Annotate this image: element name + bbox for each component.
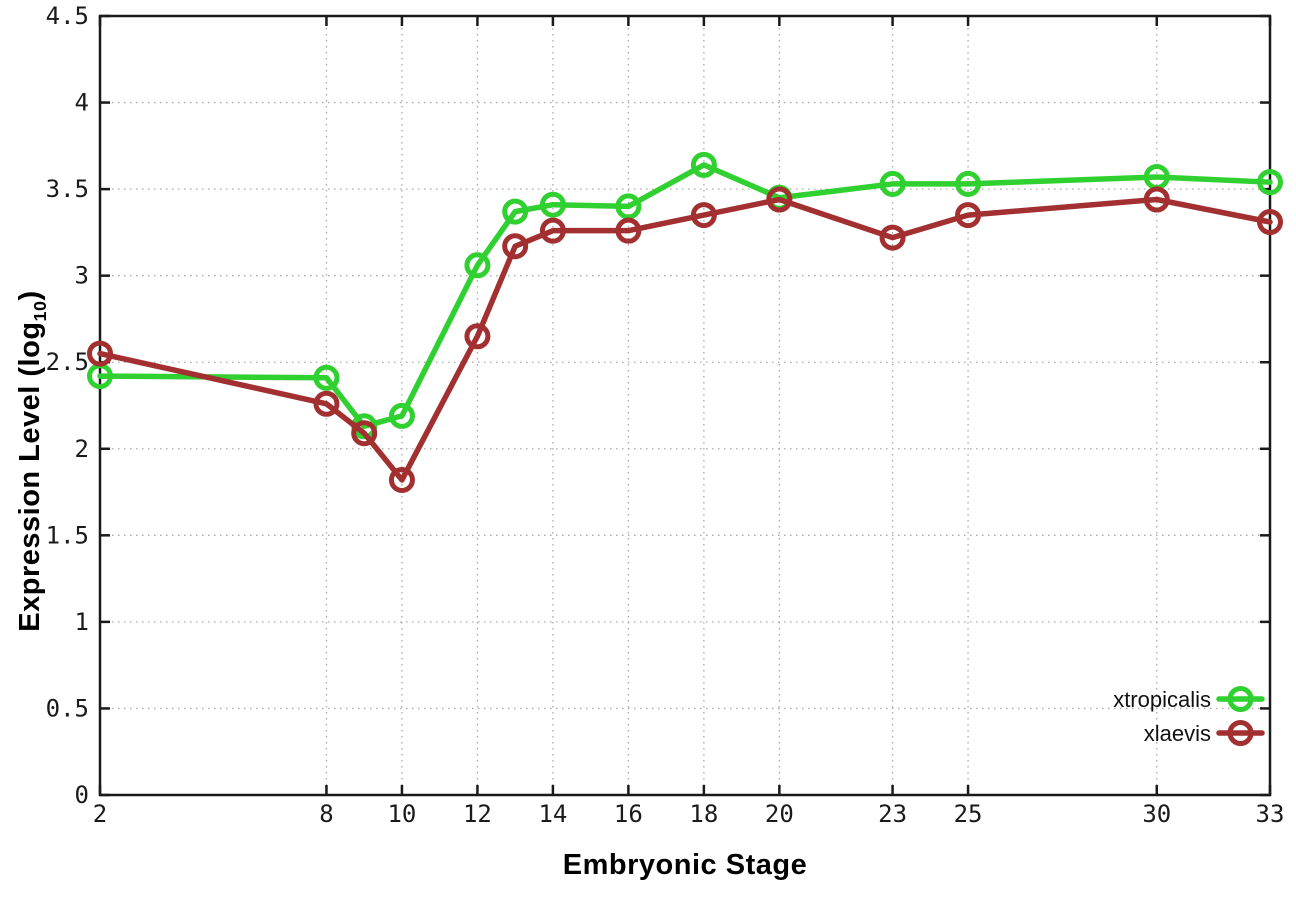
data-point-marker-xlaevis — [351, 420, 378, 447]
legend-marker-xlaevis — [1227, 720, 1254, 746]
plot-border — [98, 14, 1272, 797]
data-point-marker-xtropicalis — [955, 170, 982, 197]
data-point-marker-xlaevis — [766, 186, 793, 213]
data-point-marker-xlaevis — [1257, 209, 1283, 236]
x-tick-label: 10 — [387, 800, 416, 828]
y-tick-label: 3.5 — [46, 175, 89, 203]
data-point-marker-xlaevis — [464, 323, 491, 350]
data-point-marker-xtropicalis — [502, 198, 529, 225]
x-tick-label: 30 — [1142, 800, 1171, 828]
y-axis-title-text: Expression Level (log — [14, 321, 46, 632]
data-point-marker-xlaevis — [87, 340, 113, 367]
data-point-marker-xlaevis — [1143, 186, 1170, 213]
data-point-marker-xlaevis — [615, 217, 642, 244]
x-tick-label: 14 — [538, 800, 567, 828]
data-point-marker-xlaevis — [690, 202, 717, 229]
x-tick-label: 25 — [954, 800, 983, 828]
data-point-marker-xtropicalis — [313, 364, 340, 391]
data-point-marker-xlaevis — [879, 224, 906, 251]
data-point-marker-xlaevis — [539, 217, 566, 244]
data-point-marker-xlaevis — [502, 233, 529, 260]
y-tick-label: 3 — [75, 262, 89, 290]
data-point-marker-xlaevis — [388, 466, 415, 493]
data-point-marker-xtropicalis — [539, 191, 566, 218]
data-point-marker-xtropicalis — [879, 170, 906, 197]
data-point-marker-xlaevis — [313, 390, 340, 417]
y-axis-title-suffix: ) — [14, 290, 46, 301]
series-line-xlaevis — [97, 196, 1273, 483]
x-tick-label: 20 — [765, 800, 794, 828]
y-tick-label: 1 — [75, 608, 89, 636]
y-tick-label: 2 — [75, 435, 89, 463]
x-tick-label: 2 — [93, 800, 107, 828]
legend-label-xlaevis: xlaevis — [1144, 721, 1211, 746]
data-point-marker-xtropicalis — [690, 151, 717, 178]
legend-marker-xtropicalis — [1227, 686, 1254, 712]
data-point-marker-xtropicalis — [388, 402, 415, 429]
y-axis-title-subscript: 10 — [29, 300, 50, 322]
x-axis-title: Embryonic Stage — [562, 849, 808, 881]
y-tick-label: 1.5 — [46, 521, 89, 549]
y-tick-label: 0 — [75, 781, 89, 809]
x-tick-label: 16 — [614, 800, 643, 828]
y-tick-label: 2.5 — [46, 348, 89, 376]
x-tick-label: 8 — [319, 800, 333, 828]
y-tick-label: 0.5 — [46, 694, 89, 722]
y-axis-title: Expression Level (log10) — [9, 161, 51, 761]
data-point-marker-xlaevis — [955, 202, 982, 229]
x-tick-label: 33 — [1256, 800, 1285, 828]
x-tick-label: 23 — [878, 800, 907, 828]
y-tick-label: 4.5 — [46, 2, 89, 30]
x-tick-label: 18 — [689, 800, 718, 828]
x-tick-label: 12 — [463, 800, 492, 828]
legend-label-xtropicalis: xtropicalis — [1113, 687, 1211, 712]
data-point-marker-xtropicalis — [1257, 169, 1283, 196]
y-tick-label: 4 — [75, 89, 89, 117]
data-point-marker-xtropicalis — [464, 252, 491, 279]
data-point-marker-xtropicalis — [615, 193, 642, 220]
